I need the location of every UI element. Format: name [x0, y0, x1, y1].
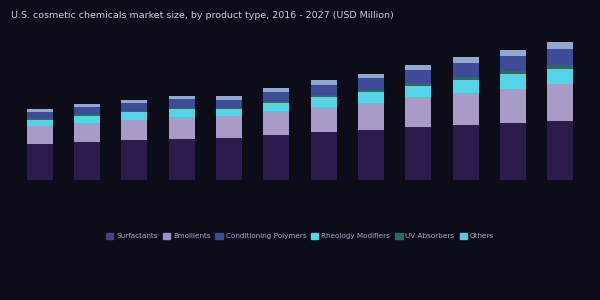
Bar	[263, 101, 289, 103]
Bar	[263, 103, 289, 111]
Bar	[453, 77, 479, 80]
Bar	[500, 71, 526, 74]
Bar	[216, 116, 242, 138]
Bar	[169, 109, 194, 117]
Bar	[406, 85, 431, 97]
Bar	[26, 126, 53, 144]
Bar	[26, 120, 53, 126]
Bar	[74, 142, 100, 181]
Bar	[216, 109, 242, 116]
Bar	[121, 103, 147, 111]
Legend: Surfactants, Emollients, Conditioning Polymers, Rheology Modifiers, UV Absorbers: Surfactants, Emollients, Conditioning Po…	[103, 230, 497, 242]
Bar	[26, 118, 53, 120]
Bar	[121, 140, 147, 181]
Bar	[453, 63, 479, 77]
Bar	[358, 92, 384, 103]
Bar	[74, 122, 100, 142]
Bar	[263, 135, 289, 181]
Bar	[74, 104, 100, 107]
Bar	[547, 121, 574, 181]
Bar	[311, 107, 337, 132]
Bar	[121, 100, 147, 103]
Bar	[358, 90, 384, 92]
Bar	[311, 95, 337, 97]
Bar	[263, 88, 289, 92]
Bar	[547, 42, 574, 49]
Bar	[500, 88, 526, 123]
Bar	[547, 84, 574, 121]
Bar	[263, 111, 289, 135]
Bar	[500, 74, 526, 88]
Bar	[169, 96, 194, 99]
Bar	[500, 50, 526, 56]
Bar	[311, 85, 337, 95]
Bar	[500, 56, 526, 71]
Bar	[216, 100, 242, 108]
Bar	[169, 117, 194, 139]
Bar	[358, 74, 384, 79]
Bar	[311, 97, 337, 107]
Bar	[216, 96, 242, 100]
Bar	[121, 120, 147, 140]
Bar	[358, 130, 384, 181]
Bar	[406, 65, 431, 70]
Bar	[26, 112, 53, 118]
Bar	[500, 123, 526, 181]
Bar	[169, 139, 194, 181]
Bar	[547, 69, 574, 84]
Bar	[406, 83, 431, 86]
Bar	[311, 132, 337, 181]
Bar	[121, 111, 147, 112]
Bar	[453, 57, 479, 63]
Bar	[406, 70, 431, 83]
Text: U.S. cosmetic chemicals market size, by product type, 2016 - 2027 (USD Million): U.S. cosmetic chemicals market size, by …	[11, 11, 394, 20]
Bar	[547, 65, 574, 69]
Bar	[216, 138, 242, 181]
Bar	[216, 108, 242, 109]
Bar	[406, 127, 431, 181]
Bar	[358, 103, 384, 130]
Bar	[74, 116, 100, 122]
Bar	[453, 80, 479, 93]
Bar	[169, 107, 194, 109]
Bar	[26, 144, 53, 181]
Bar	[453, 125, 479, 181]
Bar	[74, 114, 100, 116]
Bar	[74, 107, 100, 114]
Bar	[263, 92, 289, 101]
Bar	[406, 97, 431, 127]
Bar	[169, 99, 194, 107]
Bar	[358, 79, 384, 90]
Bar	[311, 80, 337, 85]
Bar	[26, 109, 53, 112]
Bar	[547, 49, 574, 65]
Bar	[121, 112, 147, 120]
Bar	[453, 93, 479, 125]
